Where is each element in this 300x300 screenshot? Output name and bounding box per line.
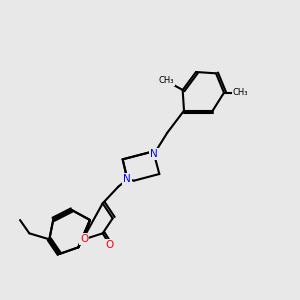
Text: N: N [150,149,158,159]
Text: O: O [80,234,88,244]
Text: CH₃: CH₃ [233,88,248,97]
Text: O: O [106,240,114,250]
Text: N: N [124,174,131,184]
Text: CH₃: CH₃ [158,76,174,85]
